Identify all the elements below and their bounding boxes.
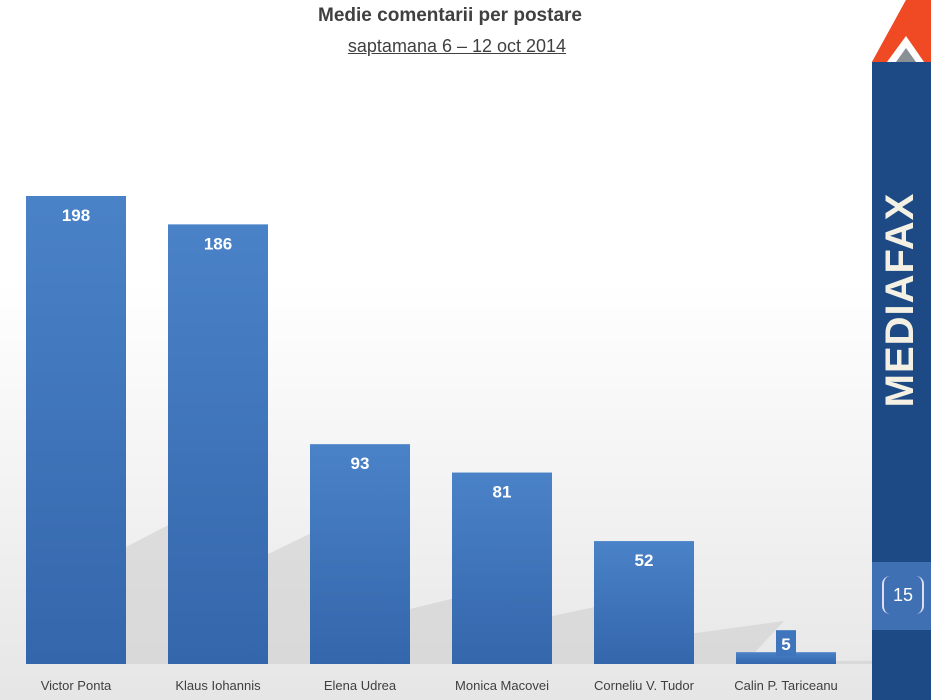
chart-title: Medie comentarii per postare [318, 5, 582, 26]
mediafax-logo-icon [872, 0, 931, 62]
bar [452, 472, 552, 664]
brand-text: MEDIAFAX [878, 192, 922, 408]
bar [310, 444, 410, 664]
data-label-box [776, 630, 796, 657]
mediafax-sidebar: MEDIAFAX 15 [872, 0, 931, 700]
category-label: Elena Udrea [324, 678, 397, 693]
chart-subtitle: saptamana 6 – 12 oct 2014 [347, 36, 567, 56]
category-label: Calin P. Tariceanu [734, 678, 838, 693]
bar-shadow [836, 660, 872, 664]
bar [168, 224, 268, 664]
category-label: Victor Ponta [41, 678, 112, 693]
data-label: 5 [781, 635, 790, 654]
bar [26, 196, 126, 664]
page-number: 15 [882, 576, 924, 614]
bar-chart: 198 Victor Ponta 186 Klaus Iohannis 93 Elena … [26, 196, 872, 693]
data-label: 81 [493, 483, 512, 502]
bar-shadow [694, 620, 784, 664]
category-label: Corneliu V. Tudor [594, 678, 695, 693]
category-label: Klaus Iohannis [175, 678, 261, 693]
category-label: Monica Macovei [455, 678, 549, 693]
bar [736, 652, 836, 664]
bar [594, 541, 694, 664]
data-label: 198 [62, 206, 90, 225]
data-label: 93 [351, 454, 370, 473]
data-label: 186 [204, 234, 232, 253]
page-number-box: 15 [872, 562, 931, 630]
data-label: 52 [635, 551, 654, 570]
